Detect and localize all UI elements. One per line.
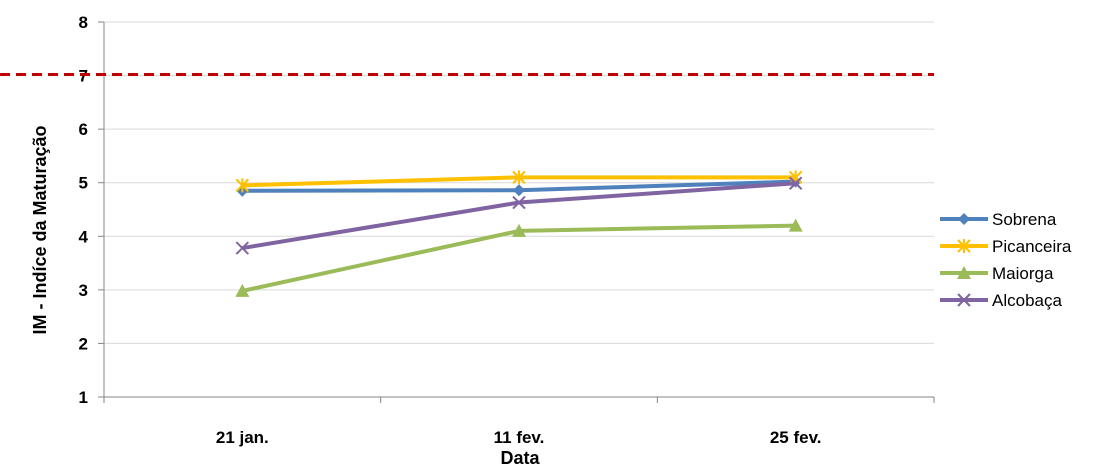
marker-triangle [957,266,971,279]
series-alcobaça [235,176,803,255]
y-tick-label: 4 [79,227,89,246]
legend-item: Picanceira [940,237,1072,256]
legend-item: Alcobaça [940,291,1062,310]
legend-label: Picanceira [992,237,1072,256]
marker-x [788,176,803,190]
marker-x [957,293,971,307]
marker-triangle [235,283,250,297]
marker-star [957,239,971,253]
marker-star [235,178,250,193]
legend-item: Sobrena [940,210,1057,229]
x-tick-label: 21 jan. [216,428,269,447]
y-tick-label: 3 [79,281,88,300]
x-tick-labels: 21 jan. 11 fev. 25 fev. [216,428,822,447]
marker-triangle [512,223,526,237]
y-tick-labels: 1 2 3 4 5 6 7 8 [79,13,89,407]
x-tick-label: 11 fev. [494,428,545,447]
y-tick-label: 6 [79,120,88,139]
x-tick-label: 25 fev. [770,428,822,447]
y-tick-label: 5 [79,174,88,193]
legend-label: Maiorga [992,264,1054,283]
legend-label: Sobrena [992,210,1057,229]
legend-item: Maiorga [940,264,1054,283]
legend-label: Alcobaça [992,291,1062,310]
marker-x [235,241,250,255]
x-axis-title: Data [500,448,540,468]
y-tick-label: 7 [79,67,88,86]
marker-diamond [958,213,970,225]
axes [98,21,935,403]
marker-x [512,195,526,210]
y-axis-title: IM - Indíce da Maturação [30,125,50,334]
marker-star [512,170,526,185]
y-tick-label: 1 [79,388,88,407]
series-maiorga [235,218,803,297]
y-tick-label: 8 [79,13,88,32]
series-picanceira [235,170,803,193]
series-group [235,170,803,297]
marker-triangle [788,218,803,232]
marker-diamond [513,184,525,197]
y-tick-label: 2 [79,334,88,353]
legend: Sobrena Picanceira Maiorga Alcobaça [940,210,1072,310]
